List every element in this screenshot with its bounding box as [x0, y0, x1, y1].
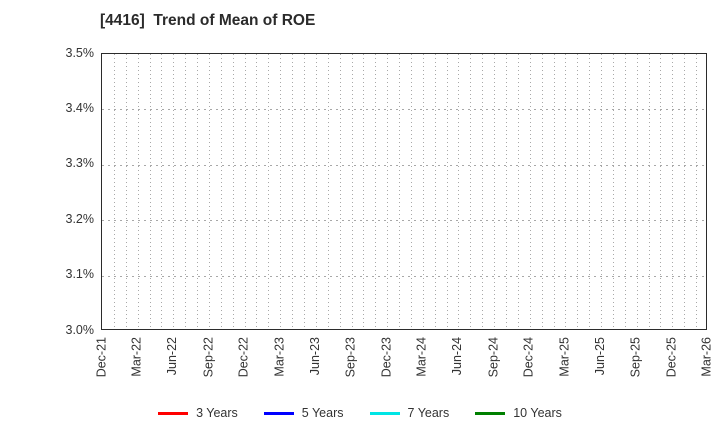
x-gridline [375, 54, 377, 329]
x-gridline [173, 54, 175, 329]
x-axis-tick-label: Dec-22 [236, 337, 251, 378]
x-gridline [494, 54, 496, 329]
x-axis-tick-label: Mar-24 [414, 337, 429, 377]
x-gridline [648, 54, 650, 329]
x-gridline [339, 54, 341, 329]
x-gridline [458, 54, 460, 329]
x-gridline [589, 54, 591, 329]
x-axis-tick-label: Mar-26 [700, 337, 714, 377]
x-gridline [304, 54, 305, 329]
x-gridline [256, 54, 258, 329]
x-axis-tick-label: Dec-23 [379, 337, 394, 378]
y-gridline [102, 275, 706, 277]
legend-line-swatch [263, 411, 294, 415]
x-axis-tick-label: Mar-25 [557, 337, 572, 377]
x-gridline [517, 54, 519, 329]
x-gridline [268, 54, 270, 329]
legend-item-label: 7 Years [407, 406, 450, 420]
x-gridline [220, 54, 222, 329]
x-gridline [363, 54, 365, 329]
x-gridline [410, 54, 412, 329]
x-axis-tick-label: Jun-24 [450, 337, 465, 376]
x-gridline [470, 54, 472, 329]
x-gridline [541, 54, 543, 329]
legend-item-label: 5 Years [301, 406, 344, 420]
x-gridline [422, 54, 424, 329]
x-gridline [446, 54, 448, 329]
x-gridline [696, 54, 698, 329]
x-axis-tick-label: Dec-21 [94, 337, 108, 378]
x-gridline [434, 54, 436, 329]
x-axis-tick-label: Jun-22 [165, 337, 180, 376]
x-axis-tick-label: Sep-23 [343, 337, 358, 378]
x-gridline [529, 54, 531, 329]
x-gridline [208, 54, 210, 329]
x-gridline [387, 54, 389, 329]
x-axis-tick-label: Sep-22 [200, 337, 215, 378]
legend-item: 10 Years [475, 406, 562, 420]
plot-area [101, 53, 707, 330]
chart-legend: 3 Years 5 Years 7 Years 10 Years [0, 403, 720, 423]
x-gridline [506, 54, 507, 329]
x-gridline [351, 54, 353, 329]
x-gridline [244, 54, 246, 329]
x-gridline [197, 54, 199, 329]
y-axis-tick-label: 3.0% [65, 322, 95, 337]
x-gridline [482, 54, 484, 329]
x-axis-tick-label: Dec-25 [664, 337, 679, 378]
y-gridline [102, 220, 706, 222]
x-gridline [636, 54, 638, 329]
x-gridline [161, 54, 163, 329]
x-axis-tick-label: Sep-25 [628, 337, 643, 378]
legend-item: 3 Years [158, 406, 238, 420]
x-gridline [315, 54, 317, 329]
x-gridline [149, 54, 151, 329]
y-axis-tick-label: 3.5% [65, 45, 95, 60]
x-gridline [327, 54, 329, 329]
y-axis-tick-label: 3.1% [65, 267, 95, 282]
x-gridline [399, 54, 401, 329]
x-axis-tick-label: Mar-23 [272, 337, 287, 377]
x-gridline [185, 54, 187, 329]
y-gridline [102, 109, 706, 111]
x-gridline [624, 54, 626, 329]
x-gridline [113, 54, 115, 329]
x-gridline [660, 54, 662, 329]
y-axis-tick-label: 3.4% [65, 100, 95, 115]
x-axis-tick-label: Mar-22 [129, 337, 144, 377]
x-gridline [137, 54, 139, 329]
x-axis-tick-label: Sep-24 [486, 337, 501, 378]
chart-title: [4416] Trend of Mean of ROE [100, 12, 316, 29]
y-gridline [102, 164, 706, 166]
x-gridline [232, 54, 234, 329]
x-gridline [292, 54, 294, 329]
x-gridline [125, 54, 127, 329]
x-gridline [684, 54, 686, 329]
legend-item-label: 10 Years [513, 406, 562, 420]
legend-item: 5 Years [263, 406, 344, 420]
x-gridline [553, 54, 555, 329]
legend-line-swatch [158, 411, 189, 415]
x-axis-tick-label: Dec-24 [521, 337, 536, 378]
legend-line-swatch [475, 411, 506, 415]
x-gridline [577, 54, 579, 329]
x-axis-tick-label: Jun-23 [307, 337, 322, 376]
y-axis-tick-label: 3.3% [65, 156, 95, 171]
x-gridline [612, 54, 614, 329]
x-gridline [565, 54, 567, 329]
legend-item-label: 3 Years [196, 406, 238, 420]
x-gridline [601, 54, 603, 329]
x-axis-tick-label: Jun-25 [593, 337, 608, 376]
x-gridline [672, 54, 674, 329]
legend-line-swatch [369, 411, 400, 415]
x-gridline [280, 54, 282, 329]
legend-item: 7 Years [369, 406, 450, 420]
y-axis-tick-label: 3.2% [65, 211, 95, 226]
